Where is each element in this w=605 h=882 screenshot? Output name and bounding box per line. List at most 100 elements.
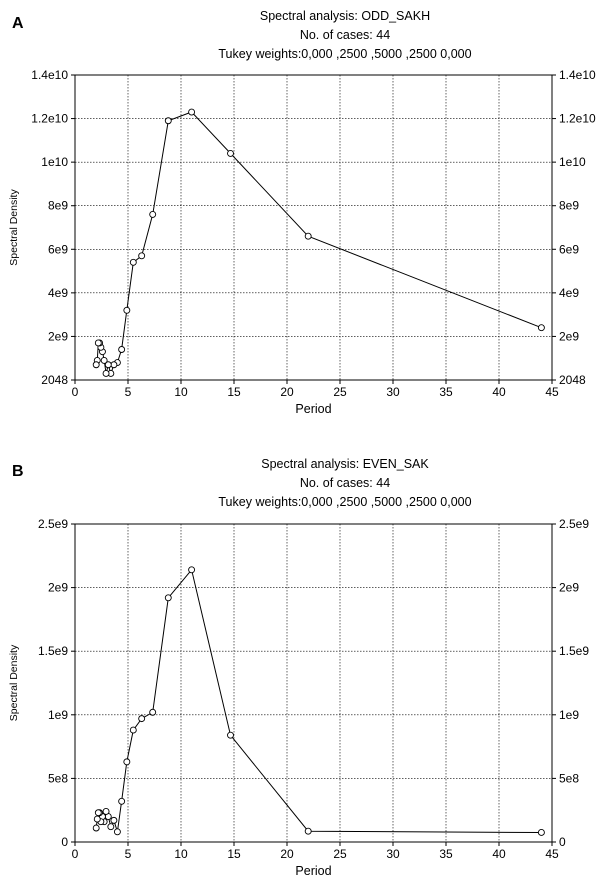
- y-tick-label-left: 5e8: [48, 771, 68, 785]
- x-axis-title: Period: [295, 864, 331, 878]
- y-tick-label-right: 6e9: [559, 242, 579, 256]
- y-tick-label-left: 2e9: [48, 581, 68, 595]
- x-tick-label: 45: [545, 847, 559, 861]
- data-point: [110, 816, 118, 824]
- data-point: [118, 797, 126, 805]
- y-tick-label-left: 2.5e9: [38, 517, 68, 531]
- x-tick-label: 25: [333, 385, 347, 399]
- data-point: [94, 339, 102, 347]
- x-tick-label: 35: [439, 847, 453, 861]
- y-tick-label-right: 2e9: [559, 329, 579, 343]
- chart-panel-b: B Spectral analysis: EVEN_SAK No. of cases…: [8, 457, 589, 878]
- x-tick-label: 5: [125, 847, 132, 861]
- data-point: [102, 808, 110, 815]
- y-tick-label-right: 5e8: [559, 771, 579, 785]
- data-point: [93, 815, 101, 823]
- data-point: [123, 758, 131, 766]
- data-point: [104, 361, 112, 369]
- panel-label: A: [12, 15, 24, 32]
- data-point: [113, 828, 121, 836]
- x-tick-label: 25: [333, 847, 347, 861]
- data-point: [227, 149, 234, 157]
- chart-panel-a: A Spectral analysis: ODD_SAKH No. of cases…: [8, 9, 596, 416]
- y-tick-label-right: 2e9: [559, 581, 579, 595]
- y-tick-label-left: 2048: [41, 373, 68, 387]
- chart-title-line: Tukey weights:0,000 ,2500 ,5000 ,2500 0,…: [218, 495, 471, 509]
- x-tick-label: 30: [386, 385, 400, 399]
- data-point: [304, 827, 312, 835]
- data-point: [164, 594, 172, 602]
- data-point: [164, 117, 172, 125]
- plot-frame: [74, 74, 553, 381]
- series-line: [95, 568, 542, 833]
- data-point: [107, 823, 115, 831]
- y-axis-title: Spectral Density: [8, 189, 20, 266]
- x-tick-label: 30: [386, 847, 400, 861]
- y-tick-label-right: 1.5e9: [559, 644, 589, 658]
- chart-title-line: No. of cases: 44: [300, 28, 390, 42]
- x-tick-label: 15: [227, 385, 241, 399]
- x-tick-label: 10: [174, 385, 188, 399]
- y-tick-label-right: 4e9: [559, 286, 579, 300]
- chart-title-line: Spectral analysis: ODD_SAKH: [260, 9, 430, 23]
- data-point: [537, 324, 545, 332]
- y-tick-label-right: 2048: [559, 373, 586, 387]
- x-tick-label: 35: [439, 385, 453, 399]
- x-tick-label: 0: [72, 385, 79, 399]
- data-point: [188, 566, 196, 574]
- data-point: [100, 356, 108, 364]
- x-tick-label: 20: [280, 847, 294, 861]
- data-point: [149, 708, 157, 716]
- chart-title-line: Tukey weights:0,000 ,2500 ,5000 ,2500 0,…: [218, 47, 471, 61]
- chart-title-line: Spectral analysis: EVEN_SAK: [261, 457, 429, 471]
- y-tick-label-right: 1e10: [559, 155, 586, 169]
- y-tick-label-right: 1.2e10: [559, 112, 596, 126]
- y-tick-label-right: 1.4e10: [559, 68, 596, 82]
- y-tick-label-left: 1e10: [41, 155, 68, 169]
- y-tick-label-right: 8e9: [559, 199, 579, 213]
- data-point: [537, 829, 545, 836]
- data-point: [102, 370, 110, 377]
- data-point: [129, 258, 137, 266]
- y-tick-label-left: 1.4e10: [31, 68, 68, 82]
- data-point: [92, 824, 100, 832]
- x-tick-label: 0: [72, 847, 79, 861]
- data-point: [110, 361, 118, 369]
- x-tick-label: 10: [174, 847, 188, 861]
- data-point: [118, 346, 126, 353]
- y-tick-label-left: 0: [61, 835, 68, 849]
- y-tick-label-right: 2.5e9: [559, 517, 589, 531]
- y-tick-label-left: 1.5e9: [38, 644, 68, 658]
- chart-title-line: No. of cases: 44: [300, 476, 390, 490]
- series-line: [95, 111, 542, 376]
- panel-label: B: [12, 463, 24, 480]
- data-point: [92, 361, 100, 369]
- plot-frame: [74, 523, 553, 843]
- data-point: [227, 731, 234, 739]
- data-point: [129, 726, 137, 734]
- y-tick-label-left: 1.2e10: [31, 112, 68, 126]
- x-tick-label: 40: [492, 385, 506, 399]
- data-point: [149, 210, 157, 218]
- y-tick-label-left: 1e9: [48, 708, 68, 722]
- x-axis-title: Period: [295, 402, 331, 416]
- x-tick-label: 40: [492, 847, 506, 861]
- y-tick-label-left: 6e9: [48, 242, 68, 256]
- x-tick-label: 15: [227, 847, 241, 861]
- x-tick-label: 5: [125, 385, 132, 399]
- y-tick-label-left: 8e9: [48, 199, 68, 213]
- y-tick-label-left: 2e9: [48, 329, 68, 343]
- y-tick-label-left: 4e9: [48, 286, 68, 300]
- x-tick-label: 20: [280, 385, 294, 399]
- y-tick-label-right: 1e9: [559, 708, 579, 722]
- data-point: [138, 252, 146, 260]
- y-axis-title: Spectral Density: [8, 644, 20, 721]
- y-tick-label-right: 0: [559, 835, 566, 849]
- data-point: [188, 108, 196, 116]
- x-tick-label: 45: [545, 385, 559, 399]
- data-point: [94, 809, 102, 817]
- data-point: [138, 715, 146, 723]
- data-point: [123, 306, 131, 314]
- data-point: [304, 232, 312, 240]
